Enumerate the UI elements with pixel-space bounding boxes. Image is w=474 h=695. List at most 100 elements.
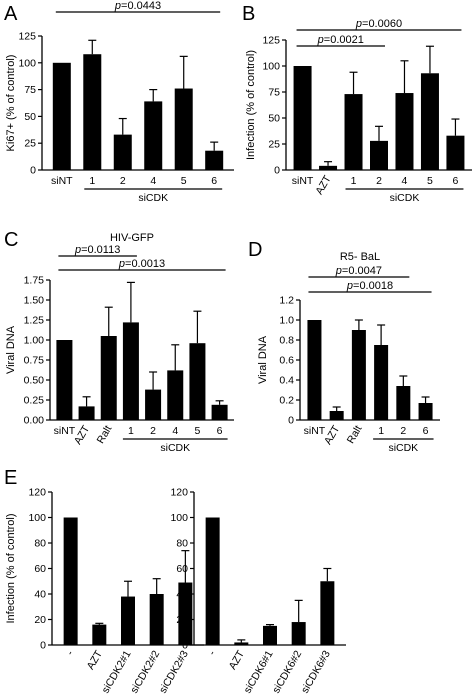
x-tick-label-c: 6 [217, 425, 223, 437]
y-tick-label-e1: 0 [40, 640, 46, 652]
y-tick-label-d: 0.6 [279, 355, 294, 367]
y-tick-label-e1: 60 [34, 563, 46, 575]
y-tick-label-e2: 120 [170, 487, 188, 499]
y-tick-label-e2: 80 [176, 538, 188, 550]
bar-a [174, 88, 193, 170]
bar-d [351, 330, 366, 420]
panel-letter-a: A [4, 3, 18, 25]
y-tick-label-e2: 40 [176, 589, 188, 601]
x-tick-label-c: 5 [194, 425, 200, 437]
y-tick-label-e1: 100 [28, 512, 46, 524]
y-axis-label-c: Viral DNA [5, 325, 17, 374]
x-tick-label-b: 4 [402, 175, 408, 187]
significance-label-c: p=0.0013 [118, 258, 165, 270]
y-tick-label-e2: 20 [176, 614, 188, 626]
x-tick-label-a: 1 [89, 175, 95, 187]
y-tick-label-a: 75 [24, 84, 36, 96]
x-tick-label-b: 5 [427, 175, 433, 187]
bar-b [420, 73, 439, 170]
x-tick-label-e2: - [206, 648, 218, 657]
bar-e2 [263, 625, 277, 645]
bar-a [205, 150, 224, 170]
bar-c [145, 389, 162, 420]
significance-label-b: p=0.0060 [355, 18, 402, 30]
x-tick-label-b: 6 [453, 175, 459, 187]
y-tick-label-b: 25 [268, 139, 280, 151]
x-tick-label-a: 5 [181, 175, 187, 187]
bar-c [122, 322, 139, 420]
x-tick-label-d: Ralt [345, 423, 365, 445]
bar-d [396, 386, 411, 420]
bar-a [83, 54, 102, 170]
bar-c [167, 370, 184, 420]
panel-letter-e: E [4, 467, 17, 489]
y-tick-label-a: 25 [24, 138, 36, 150]
bar-e2 [291, 622, 306, 645]
y-tick-label-b: 75 [268, 87, 280, 99]
y-tick-label-d: 1.0 [279, 315, 294, 327]
x-tick-label-d: 6 [423, 425, 429, 437]
bar-c [56, 340, 73, 420]
x-tick-label-b: 1 [351, 175, 357, 187]
y-tick-label-a: 125 [18, 31, 36, 43]
x-tick-label-a: 4 [150, 175, 156, 187]
x-tick-label-a: siNT [51, 175, 73, 187]
bar-c [100, 336, 117, 420]
chart-title-d: R5- BaL [340, 251, 380, 263]
y-tick-label-c: 0.50 [24, 375, 45, 387]
y-tick-label-e1: 20 [34, 614, 46, 626]
y-tick-label-c: 0.00 [24, 415, 45, 427]
bar-b [344, 94, 363, 170]
bar-e2 [234, 642, 249, 645]
bar-b [293, 66, 312, 170]
bar-e1 [121, 596, 135, 645]
y-tick-label-e2: 60 [176, 563, 188, 575]
y-tick-label-c: 0.75 [24, 355, 45, 367]
y-tick-label-c: 1.50 [24, 295, 45, 307]
x-tick-label-a: 2 [120, 175, 126, 187]
bar-e2 [205, 517, 220, 645]
chart-title-c: HIV-GFP [110, 232, 154, 244]
x-tick-label-c: 2 [150, 425, 156, 437]
x-tick-label-c: Ralt [95, 423, 115, 445]
significance-label-a: p=0.0443 [114, 0, 161, 12]
y-tick-label-e2: 0 [182, 640, 188, 652]
y-axis-label-a: Ki67+ (% of control) [5, 55, 17, 152]
x-tick-label-d: 1 [378, 425, 384, 437]
x-tick-label-e1: - [64, 648, 76, 657]
x-tick-label-e2: siCDK6#3 [299, 648, 333, 695]
y-axis-label-e1: Infection (% of control) [5, 513, 17, 623]
group-label-a: siCDK [138, 192, 168, 204]
bar-b [319, 165, 338, 170]
significance-label-d: p=0.0018 [346, 280, 393, 292]
bar-d [374, 345, 389, 420]
group-label-b: siCDK [390, 192, 420, 204]
panel-letter-c: C [4, 229, 18, 251]
x-tick-label-e2: AZT [227, 648, 248, 672]
x-tick-label-a: 6 [211, 175, 217, 187]
y-tick-label-a: 0 [30, 165, 36, 177]
significance-label-c: p=0.0113 [74, 244, 120, 256]
bar-e1 [178, 582, 193, 645]
y-tick-label-e1: 40 [34, 589, 46, 601]
y-tick-label-d: 0.2 [279, 395, 294, 407]
y-axis-label-d: Viral DNA [257, 335, 269, 384]
significance-label-b: p=0.0021 [317, 34, 364, 46]
bar-e2 [320, 581, 335, 645]
significance-label-d: p=0.0047 [335, 265, 382, 277]
y-tick-label-d: 1.2 [279, 295, 294, 307]
y-tick-label-a: 50 [24, 111, 36, 123]
x-tick-label-b: AZT [313, 173, 334, 197]
bar-d [307, 320, 322, 420]
panel-letter-d: D [248, 239, 262, 261]
bar-c [189, 343, 206, 420]
y-tick-label-e1: 80 [34, 538, 46, 550]
y-tick-label-a: 100 [18, 57, 36, 69]
bar-a [144, 101, 163, 170]
bar-e1 [149, 594, 164, 645]
group-label-c: siCDK [160, 442, 190, 454]
